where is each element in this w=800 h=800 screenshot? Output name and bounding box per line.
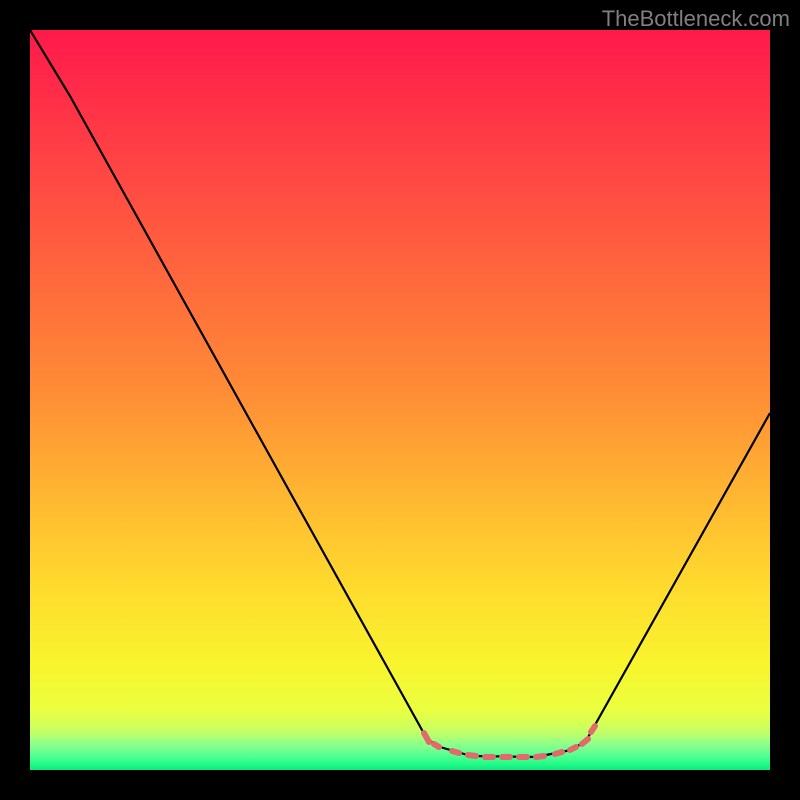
optimal-dot: [434, 744, 439, 747]
optimal-dot: [570, 747, 576, 750]
optimal-dot: [424, 733, 429, 742]
optimal-dot: [582, 739, 588, 744]
watermark-text: TheBottleneck.com: [602, 6, 790, 32]
optimal-dot: [555, 752, 562, 754]
optimal-dot: [591, 726, 595, 732]
optimal-dot: [536, 756, 544, 757]
bottleneck-curve: [30, 30, 770, 757]
optimal-dot: [468, 755, 476, 756]
optimal-zone-dots: [424, 726, 595, 757]
optimal-dot: [452, 751, 459, 753]
chart-svg: [30, 30, 770, 770]
